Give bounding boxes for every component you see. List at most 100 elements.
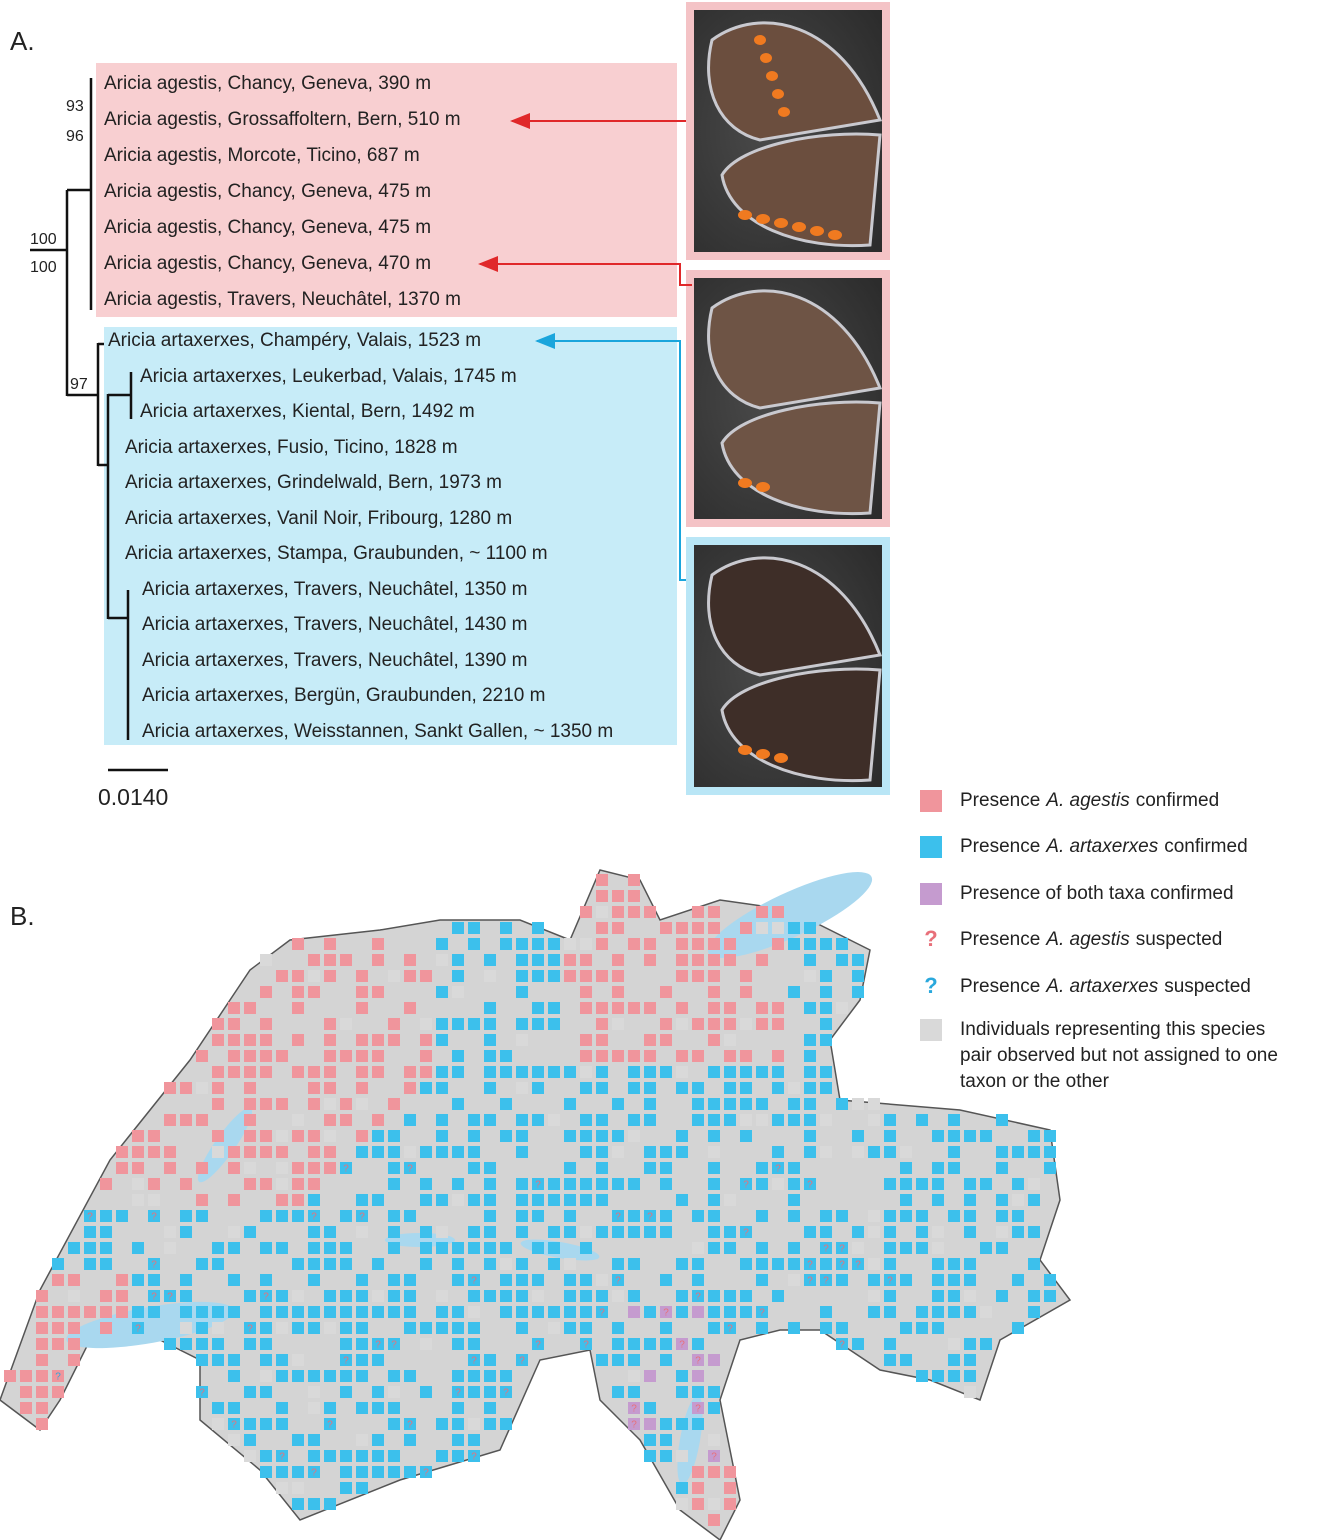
grid-cell: [260, 1066, 272, 1078]
grid-cell: [964, 1370, 976, 1382]
grid-cell: [980, 1306, 992, 1318]
grid-cell: [308, 1498, 320, 1510]
grid-cell: [996, 1146, 1008, 1158]
grid-cell: [308, 1226, 320, 1238]
grid-cell: [420, 1194, 432, 1206]
grid-cell: [388, 1130, 400, 1142]
grid-cell: [356, 1322, 368, 1334]
grid-cell: [612, 970, 624, 982]
taxon-label: Aricia artaxerxes, Travers, Neuchâtel, 1…: [142, 650, 527, 671]
grid-cell: [596, 1114, 608, 1126]
grid-cell: [500, 1242, 512, 1254]
grid-cell: [628, 1290, 640, 1302]
grid-cell: [100, 1178, 112, 1190]
grid-cell: [692, 1114, 704, 1126]
grid-cell: [916, 1114, 928, 1126]
grid-cell: [660, 986, 672, 998]
grid-cell: [500, 1290, 512, 1302]
grid-cell: [228, 1306, 240, 1318]
grid-cell: [356, 1338, 368, 1350]
grid-cell: [628, 906, 640, 918]
grid-cell: [500, 1098, 512, 1110]
grid-cell: [772, 1178, 784, 1190]
grid-cell: [708, 1114, 720, 1126]
grid-cell: [36, 1418, 48, 1430]
grid-cell: [532, 1066, 544, 1078]
grid-cell: [756, 1002, 768, 1014]
grid-cell: [404, 1082, 416, 1094]
grid-cell: [676, 970, 688, 982]
grid-cell: [292, 938, 304, 950]
grid-cell: [484, 1210, 496, 1222]
grid-cell: [356, 1450, 368, 1462]
grid-cell: [932, 1130, 944, 1142]
grid-cell: [628, 1370, 640, 1382]
grid-cell: [804, 1034, 816, 1046]
grid-cell: [468, 1370, 480, 1382]
grid-cell: [404, 1274, 416, 1286]
grid-cell: [932, 1226, 944, 1238]
grid-cell: [436, 954, 448, 966]
grid-cell: [308, 1370, 320, 1382]
grid-cell: [52, 1274, 64, 1286]
grid-cell: [580, 1082, 592, 1094]
grid-cell: [324, 1082, 336, 1094]
panel-label: B.: [10, 901, 35, 931]
grid-cell: [468, 922, 480, 934]
grid-cell: [596, 922, 608, 934]
grid-cell: [452, 1274, 464, 1286]
grid-cell: [596, 1002, 608, 1014]
grid-cell: [260, 1178, 272, 1190]
grid-cell: [324, 1290, 336, 1302]
map: ????????????????????????????????????????…: [0, 857, 1070, 1540]
grid-cell: [228, 1018, 240, 1030]
grid-cell: [676, 1002, 688, 1014]
grid-cell: [932, 1274, 944, 1286]
grid-cell: [900, 1146, 912, 1158]
grid-cell: [180, 1274, 192, 1286]
grid-cell: [660, 1066, 672, 1078]
grid-cell: [356, 1482, 368, 1494]
grid-cell: [900, 1194, 912, 1206]
spot: [738, 745, 752, 755]
grid-cell: [756, 1018, 768, 1030]
grid-cell: [324, 1114, 336, 1126]
grid-cell: [324, 938, 336, 950]
grid-cell: [356, 1194, 368, 1206]
suspected-marker: ?: [615, 1212, 621, 1223]
grid-cell: [196, 1114, 208, 1126]
grid-cell: [100, 1322, 112, 1334]
taxon-label: Aricia artaxerxes, Travers, Neuchâtel, 1…: [142, 579, 527, 600]
grid-cell: [692, 1242, 704, 1254]
grid-cell: [996, 1242, 1008, 1254]
grid-cell: [580, 1322, 592, 1334]
grid-cell: [708, 1434, 720, 1446]
grid-cell: [452, 1338, 464, 1350]
grid-cell: [212, 1242, 224, 1254]
grid-cell: [868, 1114, 880, 1126]
grid-cell: [900, 1162, 912, 1174]
suspected-marker: ?: [839, 1260, 845, 1271]
grid-cell: [308, 1402, 320, 1414]
grid-cell: [228, 1194, 240, 1206]
grid-cell: [612, 1354, 624, 1366]
grid-cell: [468, 1226, 480, 1238]
grid-cell: [516, 1178, 528, 1190]
grid-cell: [500, 1418, 512, 1430]
grid-cell: [916, 1370, 928, 1382]
grid-cell: [276, 1466, 288, 1478]
grid-cell: [564, 1178, 576, 1190]
legend-swatch: [920, 790, 942, 812]
grid-cell: [308, 1450, 320, 1462]
grid-cell: [612, 1322, 624, 1334]
grid-cell: [292, 1114, 304, 1126]
suspected-marker: ?: [839, 1340, 845, 1351]
grid-cell: [740, 970, 752, 982]
grid-cell: [308, 970, 320, 982]
grid-cell: [244, 1418, 256, 1430]
grid-cell: [484, 1082, 496, 1094]
grid-cell: [612, 1290, 624, 1302]
grid-cell: [372, 1402, 384, 1414]
grid-cell: [548, 954, 560, 966]
grid-cell: [900, 1354, 912, 1366]
